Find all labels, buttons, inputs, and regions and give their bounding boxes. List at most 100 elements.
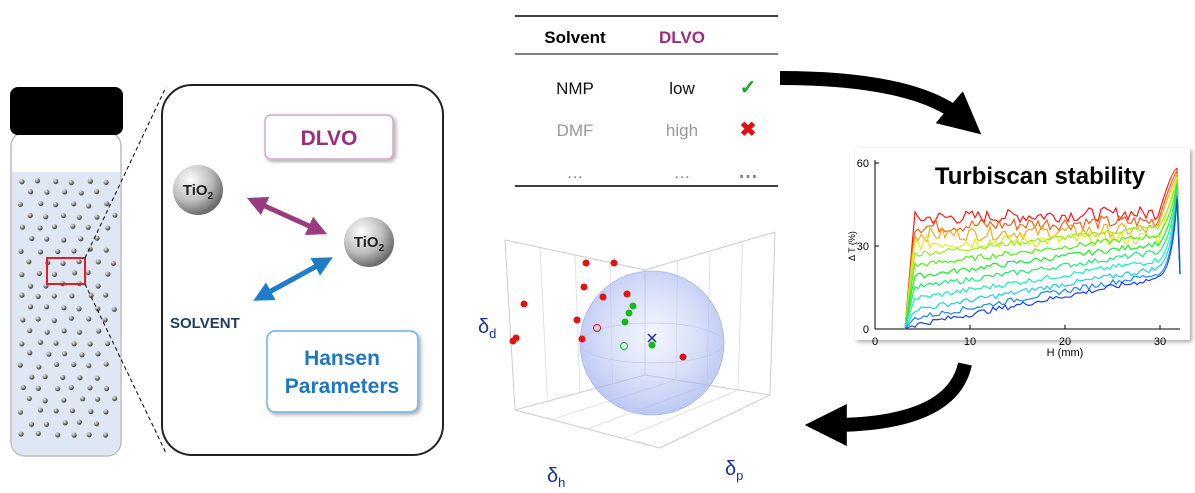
flow-arrow (830, 364, 965, 425)
particle (27, 350, 32, 355)
particle (37, 225, 42, 230)
particle (28, 213, 33, 218)
solvent-point-good (630, 303, 637, 310)
particle (72, 433, 77, 438)
axis-symbol: δ (478, 316, 489, 338)
particle (53, 341, 58, 346)
particle (18, 410, 23, 415)
table-cell: … (738, 161, 758, 183)
flow-arrow (780, 78, 962, 118)
solvent-point-good (622, 319, 629, 326)
plot-line (738, 242, 743, 391)
axis-label-p: δp (725, 458, 743, 483)
solvent-point-bad (600, 294, 607, 301)
particle (19, 272, 24, 277)
particle (18, 363, 23, 368)
y-tick-label: 0 (863, 324, 869, 336)
particle (88, 179, 93, 184)
particle (86, 225, 91, 230)
particle (77, 375, 82, 380)
particle (69, 180, 74, 185)
particle (55, 386, 60, 391)
hansen-label: Parameters (285, 375, 399, 398)
particle (70, 408, 75, 413)
particle (38, 407, 43, 412)
particle (104, 180, 109, 185)
particle (36, 364, 41, 369)
particle (72, 341, 77, 346)
particle (62, 351, 67, 356)
particle-label-sub: 2 (208, 191, 214, 202)
table-cell: low (669, 79, 695, 98)
particle (18, 202, 23, 207)
particle (43, 214, 48, 219)
particle (104, 361, 109, 366)
particle (61, 398, 66, 403)
solvent-point-bad (581, 284, 588, 291)
particle (78, 236, 83, 241)
dlvo-label: DLVO (301, 127, 358, 150)
particle (104, 201, 109, 206)
particle (77, 215, 82, 220)
particle (112, 307, 117, 312)
particle (60, 375, 65, 380)
solvent-point-bad (680, 354, 687, 361)
particle (72, 270, 77, 275)
y-tick-label: 30 (857, 241, 869, 253)
particle (69, 293, 74, 298)
particle (54, 408, 59, 413)
particle (71, 201, 76, 206)
particle (77, 330, 82, 335)
graphical-abstract: DLVO TiO2 TiO2 SOLVENT Hansen Parameters… (0, 0, 1195, 493)
particle (36, 294, 41, 299)
plot-line (505, 240, 515, 410)
particle (18, 249, 23, 254)
particle (105, 341, 110, 346)
particle (43, 398, 48, 403)
particle (38, 201, 43, 206)
particle (62, 328, 67, 333)
particle (103, 433, 108, 438)
particle (45, 330, 50, 335)
particle (36, 386, 41, 391)
x-tick-label: 0 (872, 336, 878, 348)
particle (63, 420, 68, 425)
solvent-label: SOLVENT (170, 315, 240, 332)
vial-cap (10, 87, 123, 135)
table-cell: … (674, 163, 691, 182)
particle (53, 179, 58, 184)
table-cell: ✓ (740, 77, 757, 99)
turbiscan-title: Turbiscan stability (935, 163, 1146, 190)
axis-label-d: δd (478, 316, 496, 341)
particle (77, 420, 82, 425)
particle (85, 270, 90, 275)
particle (76, 306, 81, 311)
table-cell: high (666, 121, 698, 140)
particle (55, 432, 60, 437)
particle (20, 317, 25, 322)
particle (35, 316, 40, 321)
particle (43, 374, 48, 379)
solvent-point-bad (611, 260, 618, 267)
table-body: NMPlow✓DMFhigh✖……… (556, 77, 758, 183)
axis-sub: h (558, 475, 565, 490)
particle (19, 179, 24, 184)
particle (26, 259, 31, 264)
particle (29, 422, 34, 427)
particle (104, 386, 109, 391)
particle-label-main: TiO (354, 234, 379, 251)
solvent-point-bad (583, 260, 590, 267)
particle (29, 374, 34, 379)
plot-line (540, 248, 548, 402)
x-tick-label: 30 (1154, 336, 1166, 348)
particle (44, 236, 49, 241)
plot-line (770, 232, 775, 395)
particle (38, 340, 43, 345)
particle (95, 376, 100, 381)
particle (19, 431, 24, 436)
particle (52, 293, 57, 298)
plot-line (575, 255, 580, 392)
particle (103, 409, 108, 414)
particle (79, 352, 84, 357)
particle (95, 351, 100, 356)
